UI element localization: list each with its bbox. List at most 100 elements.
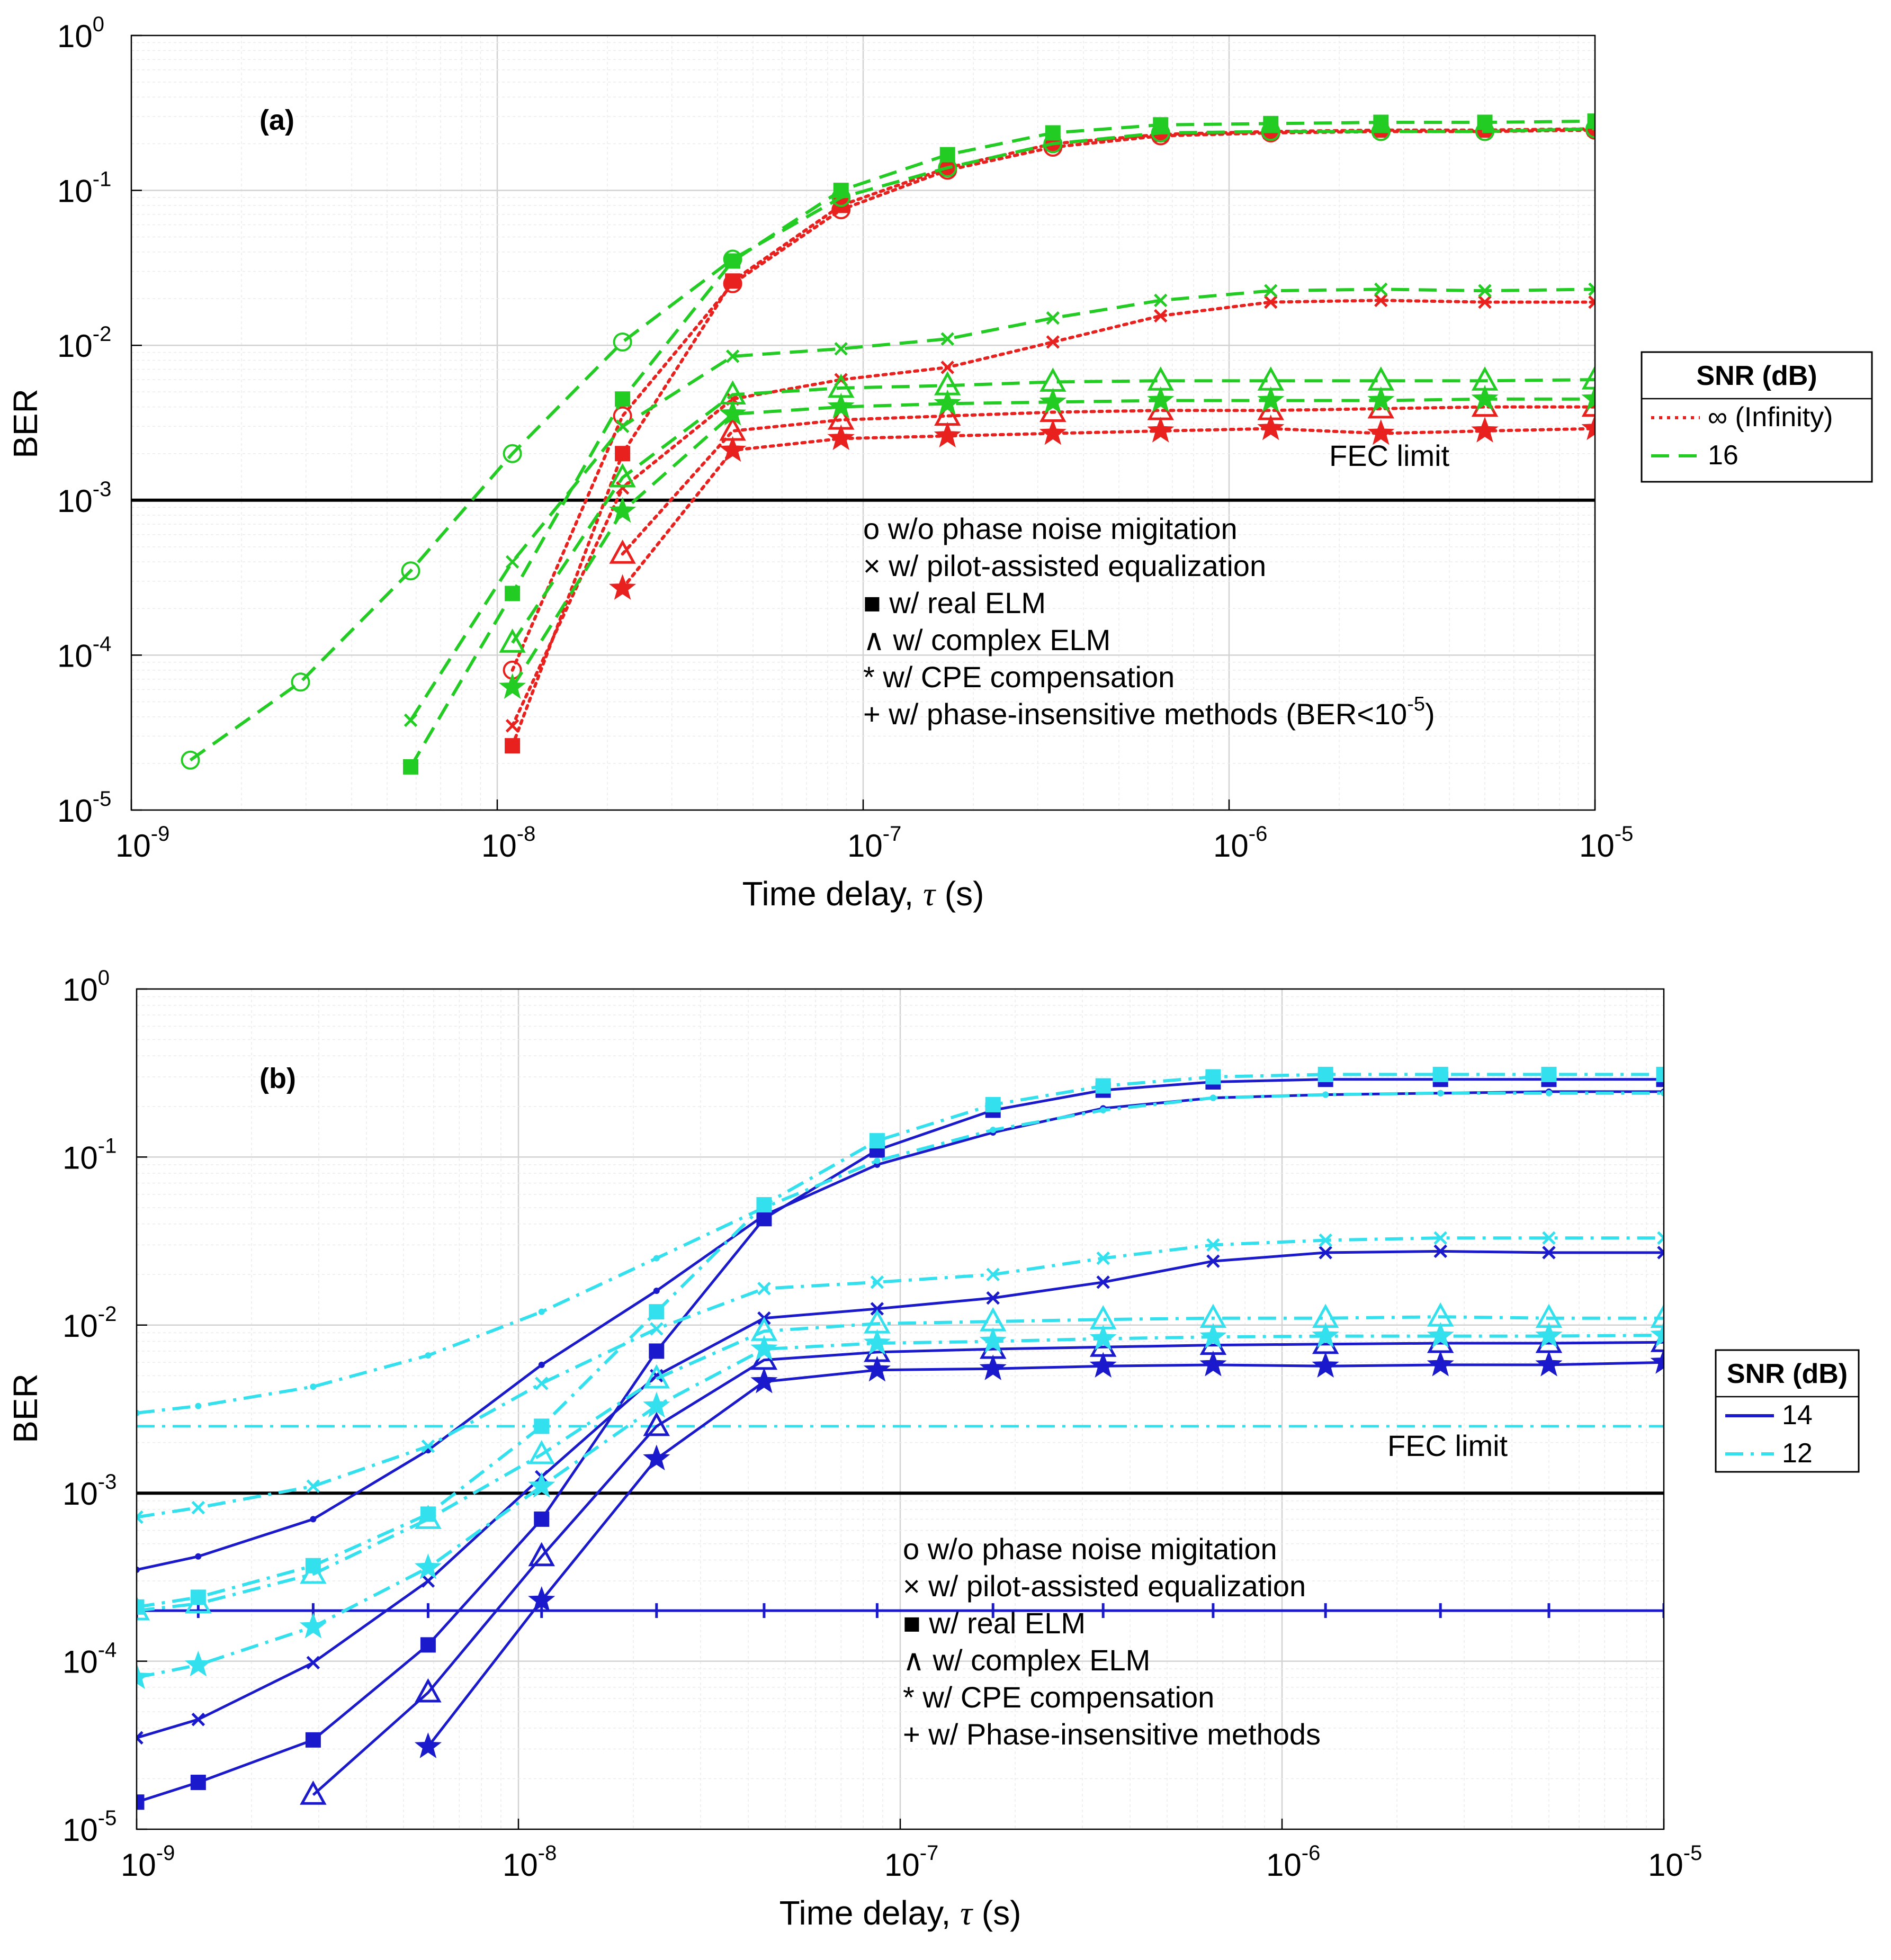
data-point [191, 1712, 205, 1727]
data-point [1263, 115, 1279, 131]
legend-entry: ∞ (Infinity) [1708, 402, 1833, 433]
data-point [874, 1157, 881, 1164]
data-point [750, 1367, 778, 1393]
marker-notes: o w/o phase noise migitation× w/ pilot-a… [903, 1532, 1321, 1751]
marker-notes: o w/o phase noise migitation× w/ pilot-a… [863, 512, 1435, 731]
data-point [1100, 1107, 1107, 1113]
x-tick-label: 10-6 [1266, 1841, 1320, 1883]
x-tick-exponent: -5 [1615, 822, 1634, 846]
data-point [1588, 295, 1595, 309]
y-tick-exponent: -3 [98, 1470, 117, 1494]
series-line [312, 1341, 1664, 1796]
data-point [650, 1322, 664, 1336]
data-point [613, 332, 632, 352]
series-line [511, 378, 1595, 644]
data-point [939, 147, 955, 163]
x-tick-exponent: -5 [1683, 1841, 1702, 1865]
data-point [137, 1731, 144, 1745]
data-point [1542, 1246, 1556, 1260]
data-point [613, 406, 632, 426]
x-tick-exponent: -7 [883, 822, 902, 846]
data-point [750, 1335, 778, 1361]
data-point [414, 1732, 442, 1758]
data-point [299, 1612, 327, 1639]
data-point [401, 561, 420, 581]
data-point [719, 436, 747, 462]
x-axis-label-text: Time delay, [742, 875, 923, 913]
data-point [1147, 386, 1175, 412]
data-point [538, 1308, 545, 1315]
data-point [528, 1440, 555, 1464]
data-point [190, 1775, 206, 1791]
data-point [643, 1391, 670, 1418]
data-point [1427, 1321, 1454, 1348]
y-tick-exponent: -2 [98, 1302, 117, 1326]
data-point [1374, 293, 1388, 308]
data-point [505, 586, 521, 601]
y-axis-label: BER [6, 1373, 44, 1443]
data-point [305, 1732, 321, 1748]
y-tick-exponent: -1 [98, 1134, 117, 1157]
data-point [534, 1418, 550, 1434]
data-point [756, 1197, 772, 1213]
data-point [1661, 1090, 1664, 1096]
series-line [137, 1315, 1664, 1613]
data-point [137, 1596, 150, 1621]
y-axis-label: BER [6, 389, 44, 458]
series-group [137, 1066, 1664, 1810]
y-tick-exponent: -4 [98, 1639, 117, 1662]
series-line [137, 1334, 1664, 1679]
data-point [1318, 1066, 1333, 1082]
series-line [427, 1361, 1664, 1748]
note-line: * w/ CPE compensation [863, 660, 1175, 694]
data-point [1471, 417, 1499, 443]
data-point [1367, 386, 1395, 412]
data-point [1147, 417, 1175, 443]
y-tick-exponent: -4 [93, 632, 112, 655]
data-point [503, 444, 522, 463]
data-point [940, 361, 955, 374]
fec-limit-label: FEC limit [1387, 1429, 1508, 1462]
data-point [1427, 1351, 1454, 1377]
x-tick-exponent: -6 [1302, 1841, 1321, 1865]
data-point [1588, 282, 1595, 296]
data-point [649, 1343, 665, 1359]
data-point [827, 392, 855, 419]
data-point [1045, 125, 1061, 141]
data-point [1437, 1090, 1444, 1096]
data-point [1535, 1351, 1563, 1377]
data-point [756, 1211, 772, 1227]
data-point [1478, 295, 1492, 309]
data-point [609, 463, 636, 488]
data-point [615, 481, 630, 495]
series-line [137, 1073, 1664, 1609]
series-line [409, 287, 1595, 722]
data-point [137, 1510, 144, 1524]
data-point [986, 1291, 1000, 1305]
legend-box [1715, 1349, 1860, 1473]
note-line: * w/ CPE compensation [903, 1680, 1214, 1714]
legend-box [1641, 351, 1873, 483]
data-point [403, 759, 419, 775]
x-axis-label-text: Time delay, [779, 1894, 960, 1932]
data-point [1656, 1066, 1664, 1082]
legend-entry: 12 [1782, 1438, 1813, 1469]
data-point [185, 1589, 212, 1614]
data-point [649, 1304, 665, 1320]
x-tick-exponent: -9 [151, 822, 170, 846]
data-point [404, 713, 418, 727]
grid-lines [131, 35, 1595, 810]
data-point [534, 1511, 550, 1527]
data-point [1585, 119, 1595, 139]
note-text-end: ) [1425, 697, 1435, 731]
data-point [985, 1096, 1001, 1112]
y-tick-exponent: -5 [93, 787, 112, 811]
legend: SNR (dB) 14 12 [1715, 1349, 1860, 1473]
data-point [833, 183, 849, 199]
data-point [195, 1553, 202, 1560]
data-point [420, 1637, 436, 1653]
data-point [609, 540, 636, 564]
x-tick-exponent: -7 [920, 1841, 939, 1865]
data-point [1312, 1321, 1339, 1348]
data-point [1039, 419, 1067, 445]
